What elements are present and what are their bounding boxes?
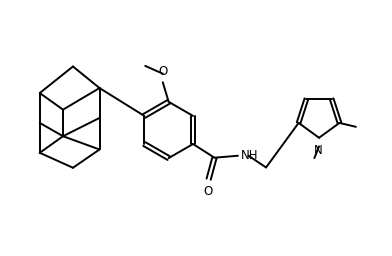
Text: NH: NH [241,149,259,162]
Text: O: O [203,185,212,198]
Text: O: O [158,65,167,78]
Text: N: N [314,144,323,157]
